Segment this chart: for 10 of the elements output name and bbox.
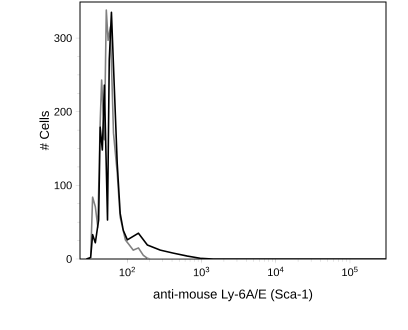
x-tick-label: 10$^{5}$ [342,266,358,276]
x-tick-label: 10$^{4}$ [268,266,284,276]
y-tick-label: 100 [54,181,72,190]
y-axis-title: # Cells [39,111,49,150]
x-tick-label: 10$^{3}$ [194,266,210,276]
y-tick-label: 0 [66,255,72,263]
y-tick-label: 200 [54,108,72,116]
x-tick-label: 10$^{2}$ [120,266,135,276]
x-axis-title: anti-mouse Ly-6A/E (Sca-1) [154,289,312,302]
y-tick-label: 300 [54,34,72,42]
